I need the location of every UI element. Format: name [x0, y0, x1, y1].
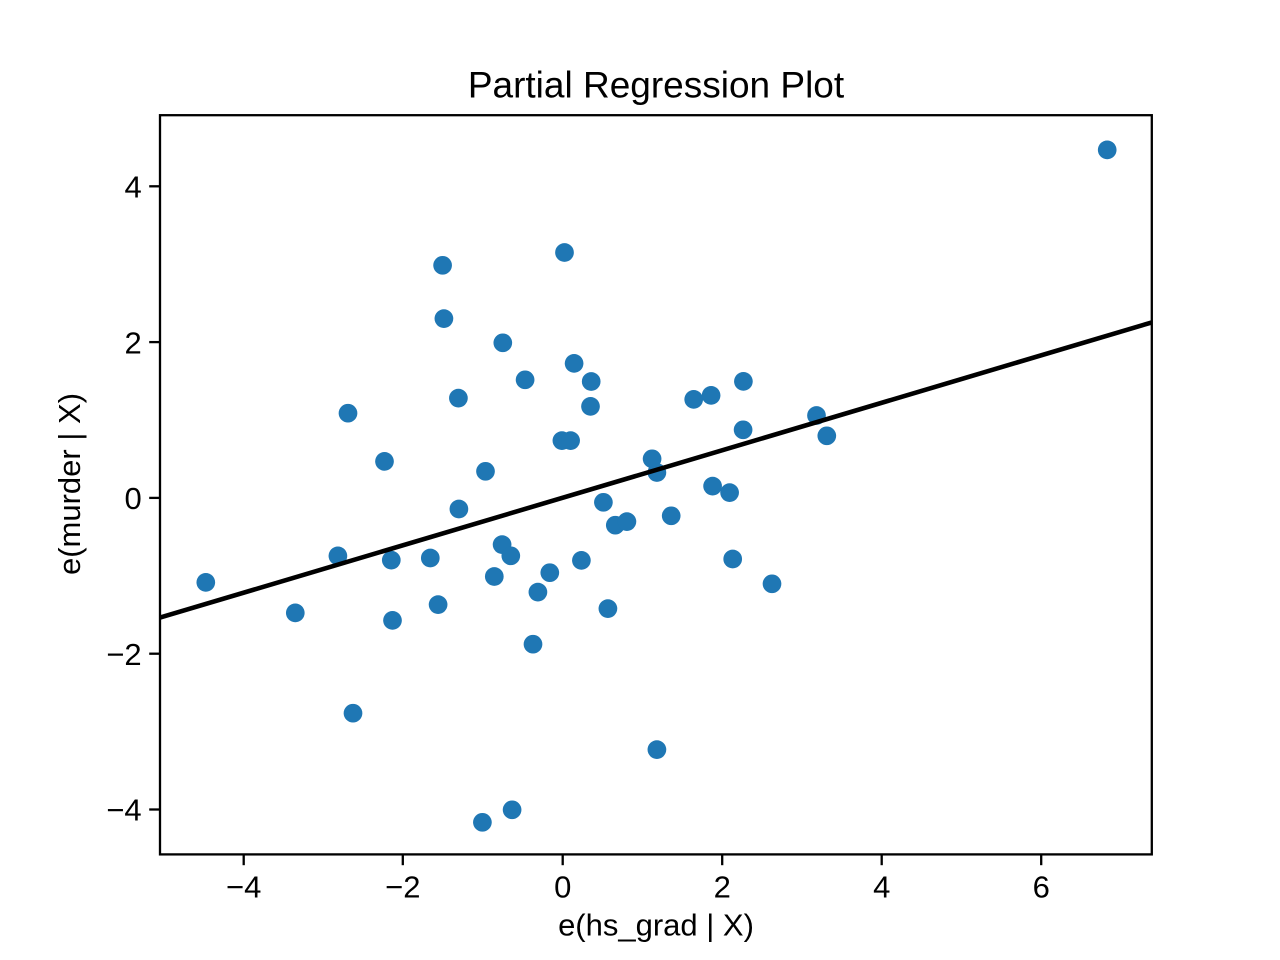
svg-text:4: 4	[873, 870, 890, 905]
svg-text:−2: −2	[385, 870, 420, 905]
svg-text:2: 2	[714, 870, 731, 905]
svg-text:2: 2	[124, 325, 141, 360]
svg-text:e(murder | X): e(murder | X)	[52, 393, 87, 575]
svg-text:−4: −4	[106, 793, 141, 828]
svg-text:−2: −2	[106, 637, 141, 672]
svg-text:0: 0	[554, 870, 571, 905]
svg-text:4: 4	[124, 170, 141, 205]
svg-text:e(hs_grad | X): e(hs_grad | X)	[558, 908, 754, 943]
svg-text:Partial Regression Plot: Partial Regression Plot	[468, 64, 845, 105]
svg-text:6: 6	[1033, 870, 1050, 905]
svg-text:−4: −4	[226, 870, 261, 905]
svg-text:0: 0	[124, 481, 141, 516]
